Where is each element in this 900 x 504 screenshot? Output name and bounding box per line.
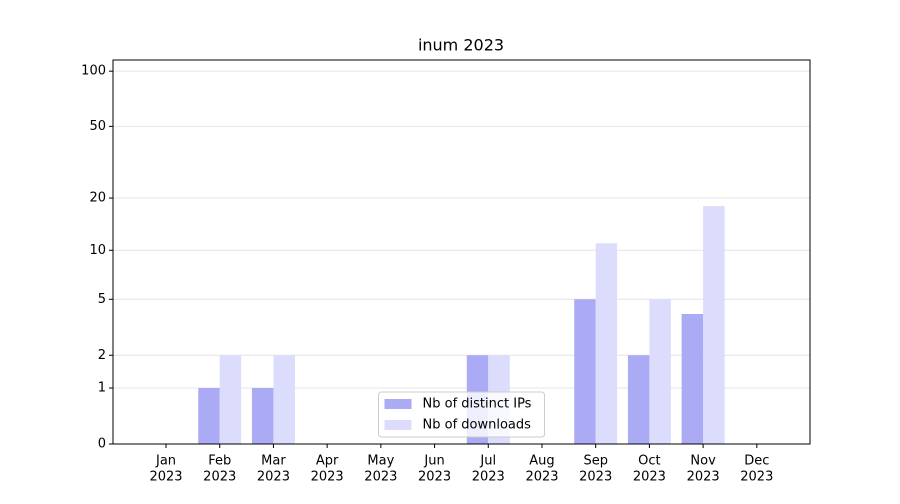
x-tick-label: Jun xyxy=(423,454,444,469)
x-tick-label: Oct xyxy=(638,454,660,469)
legend: Nb of distinct IPs Nb of downloads xyxy=(378,391,545,438)
y-tick-label: 50 xyxy=(89,119,106,134)
bar xyxy=(251,388,274,444)
x-tick-label: 2023 xyxy=(149,470,182,485)
bar xyxy=(219,355,242,444)
y-tick-label: 2 xyxy=(98,348,106,363)
y-tick-label: 5 xyxy=(98,292,106,307)
x-tick-label: Sep xyxy=(583,454,608,469)
x-tick-label: 2023 xyxy=(418,470,451,485)
x-tick-label: Nov xyxy=(690,454,716,469)
bar xyxy=(681,313,704,444)
plot-frame xyxy=(112,59,811,445)
x-tick-label: Mar xyxy=(261,454,286,469)
x-tick-label: Jan xyxy=(155,454,176,469)
x-tick-label: 2023 xyxy=(311,470,344,485)
legend-swatch xyxy=(384,399,412,409)
x-tick-label: 2023 xyxy=(257,470,290,485)
y-tick-label: 1 xyxy=(98,381,106,396)
bar xyxy=(595,243,618,444)
legend-label: Nb of downloads xyxy=(423,418,532,433)
x-tick-label: 2023 xyxy=(633,470,666,485)
x-tick-label: 2023 xyxy=(525,470,558,485)
y-tick-label: 0 xyxy=(98,437,106,452)
x-tick-label: 2023 xyxy=(472,470,505,485)
legend-label: Nb of distinct IPs xyxy=(423,397,532,412)
x-tick-label: Aug xyxy=(529,454,554,469)
x-tick-label: Dec xyxy=(744,454,769,469)
legend-swatch xyxy=(384,420,412,430)
x-tick-label: 2023 xyxy=(203,470,236,485)
bar xyxy=(574,299,596,444)
x-tick-label: Feb xyxy=(208,454,231,469)
y-tick-label: 10 xyxy=(89,243,106,258)
y-tick-label: 20 xyxy=(89,191,106,206)
y-tick-label: 100 xyxy=(81,64,106,79)
x-tick-label: 2023 xyxy=(687,470,720,485)
x-tick-label: May xyxy=(367,454,394,469)
chart-title: inum 2023 xyxy=(418,36,504,55)
bar xyxy=(198,388,220,444)
bar xyxy=(273,355,295,444)
x-tick-label: 2023 xyxy=(740,470,773,485)
x-tick-label: 2023 xyxy=(579,470,612,485)
legend-box xyxy=(378,391,545,438)
x-tick-label: Jul xyxy=(479,454,496,469)
x-tick-label: Apr xyxy=(316,454,339,469)
x-tick-label: 2023 xyxy=(364,470,397,485)
bar xyxy=(649,299,671,444)
bar xyxy=(703,206,725,444)
bar xyxy=(627,355,650,444)
